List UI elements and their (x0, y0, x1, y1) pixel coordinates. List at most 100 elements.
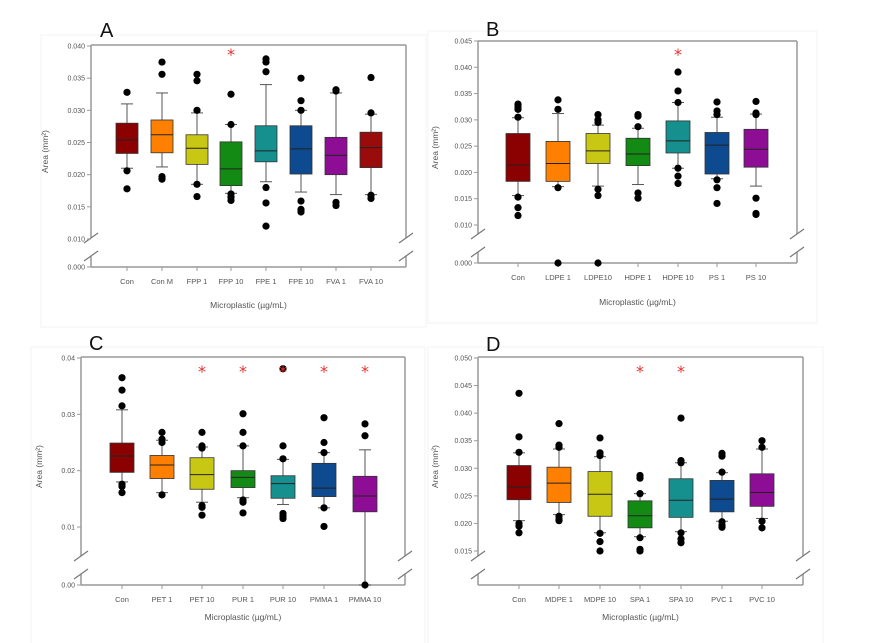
outlier-point (320, 449, 328, 457)
outlier-point (758, 517, 766, 525)
outlier-point (596, 538, 604, 546)
y-tick-label: 0.02 (61, 468, 75, 475)
outlier-point (634, 189, 642, 197)
y-tick-label: 0.035 (454, 438, 472, 445)
y-axis-label: Area (mm²) (430, 126, 440, 169)
outlier-point (367, 73, 375, 82)
outlier-point (554, 96, 562, 104)
x-tick-label: PET 1 (152, 595, 173, 604)
box-iqr (289, 125, 313, 175)
axis-break-mark (398, 250, 414, 262)
significance-star: * (361, 362, 369, 381)
outlier-point (262, 183, 270, 192)
outlier-point (594, 259, 602, 267)
x-tick-label: SPA 10 (669, 595, 693, 604)
axis-break-mark (397, 568, 413, 580)
y-tick-label: 0.015 (454, 196, 472, 203)
outlier-point (555, 420, 563, 428)
x-axis-label: Microplastic (µg/mL) (602, 612, 679, 622)
outlier-point (596, 547, 604, 555)
box-iqr (506, 465, 532, 501)
y-tick-label: 0.045 (454, 39, 472, 46)
outlier-point (758, 437, 766, 445)
x-tick-label: Con (512, 595, 526, 604)
significance-star: * (279, 362, 287, 381)
x-axis-label: Microplastic (µg/mL) (210, 300, 287, 310)
outlier-point (332, 201, 340, 210)
outlier-point (554, 184, 562, 192)
outlier-point (193, 106, 201, 114)
outlier-point (515, 448, 523, 456)
panel-label: D (486, 334, 500, 356)
x-tick-label: LDPE 1 (545, 273, 571, 282)
outlier-point (677, 414, 685, 422)
box-fva-10: FVA 10 (359, 73, 383, 286)
outlier-point (118, 482, 126, 491)
box-iqr (150, 119, 174, 154)
y-tick-label: 0.000 (454, 261, 472, 268)
axis-break-mark (73, 568, 89, 580)
y-tick-label: 0.035 (454, 91, 472, 98)
x-tick-label: Con M (151, 277, 173, 286)
axis-break-mark (470, 568, 486, 580)
significance-star: * (320, 362, 328, 381)
x-tick-label: PVC 10 (749, 595, 775, 604)
axis-break-mark (73, 550, 89, 562)
box-con: Con (109, 374, 135, 604)
outlier-point (320, 438, 328, 447)
outlier-point (634, 112, 642, 120)
x-tick-label: FVA 1 (326, 277, 346, 286)
significance-star: * (239, 362, 247, 381)
box-fpe-10: FPE 10 (288, 74, 314, 286)
x-tick-label: PMMA 10 (349, 595, 382, 604)
outlier-point (320, 504, 328, 512)
significance-star: * (674, 45, 682, 64)
x-tick-label: FPE 1 (256, 277, 277, 286)
outlier-point (198, 503, 206, 511)
y-tick-label: 0.020 (454, 521, 472, 528)
outlier-point (123, 167, 131, 175)
panel-border (427, 30, 818, 324)
axis-break-mark (83, 250, 99, 262)
outlier-point (193, 180, 201, 188)
axis-break-mark (795, 550, 811, 562)
box-fpp-1: FPP 1 (185, 70, 209, 286)
box-pmma-1: PMMA 1 * (310, 362, 338, 604)
outlier-point (158, 491, 166, 499)
x-axis-label: Microplastic (µg/mL) (205, 612, 282, 622)
x-tick-label: PET 10 (190, 595, 215, 604)
y-tick-label: 0.030 (67, 108, 85, 115)
outlier-point (193, 77, 201, 85)
outlier-point (674, 68, 682, 76)
y-axis-label: Area (mm²) (34, 445, 44, 488)
box-iqr (668, 478, 694, 518)
outlier-point (596, 529, 604, 537)
outlier-point (227, 90, 235, 98)
outlier-point (677, 459, 685, 467)
x-tick-label: Con (120, 277, 134, 286)
outlier-point (718, 452, 726, 460)
outlier-point (239, 498, 247, 506)
box-iqr (359, 131, 383, 168)
box-hdpe-1: HDPE 1 (624, 111, 652, 282)
y-tick-label: 0.035 (67, 76, 85, 83)
outlier-point (297, 74, 305, 82)
y-tick-label: 0.025 (67, 140, 85, 147)
outlier-point (239, 442, 247, 450)
y-tick-label: 0.010 (67, 237, 85, 244)
outlier-point (636, 547, 644, 555)
x-tick-label: PUR 1 (232, 595, 254, 604)
x-tick-label: PMMA 1 (310, 595, 338, 604)
outlier-point (674, 164, 682, 172)
outlier-point (279, 514, 287, 523)
box-pmma-10: PMMA 10 * (349, 362, 382, 604)
box-iqr (352, 475, 378, 513)
x-tick-label: FPP 1 (187, 277, 208, 286)
x-tick-label: MDPE 10 (584, 595, 616, 604)
box-iqr (230, 470, 256, 488)
y-tick-label: 0.020 (67, 172, 85, 179)
outlier-point (758, 524, 766, 532)
outlier-point (718, 523, 726, 531)
outlier-point (118, 402, 126, 410)
outlier-point (674, 179, 682, 188)
